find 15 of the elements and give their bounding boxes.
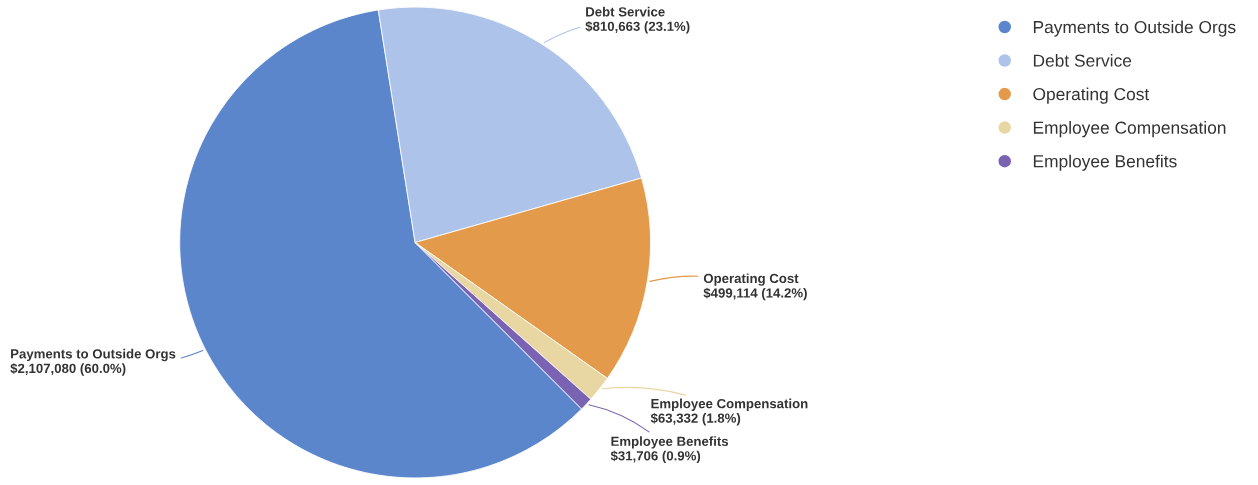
legend-label: Debt Service xyxy=(1033,54,1132,67)
slice-label: Employee Benefits xyxy=(611,436,729,449)
data-label: $499,114 (14.2%) xyxy=(703,287,807,301)
data-label: $810,663 (23.1%) xyxy=(585,21,690,34)
data-label: $63,332 (1.8%) xyxy=(650,412,741,426)
slice-label: Debt Service xyxy=(586,6,665,17)
legend-label: Payments to Outside Orgs xyxy=(1033,20,1236,37)
legend-label: Employee Benefits xyxy=(1033,154,1177,171)
legend-label: Operating Cost xyxy=(1033,87,1150,104)
slice-label: Employee Compensation xyxy=(651,398,808,411)
slice-label: Operating Cost xyxy=(703,273,799,286)
slice-label: Payments to Outside Orgs xyxy=(11,348,176,362)
data-label: $2,107,080 (60.0%) xyxy=(10,363,126,376)
data-label: $31,706 (0.9%) xyxy=(610,450,701,464)
legend-label: Employee Compensation xyxy=(1033,121,1226,138)
